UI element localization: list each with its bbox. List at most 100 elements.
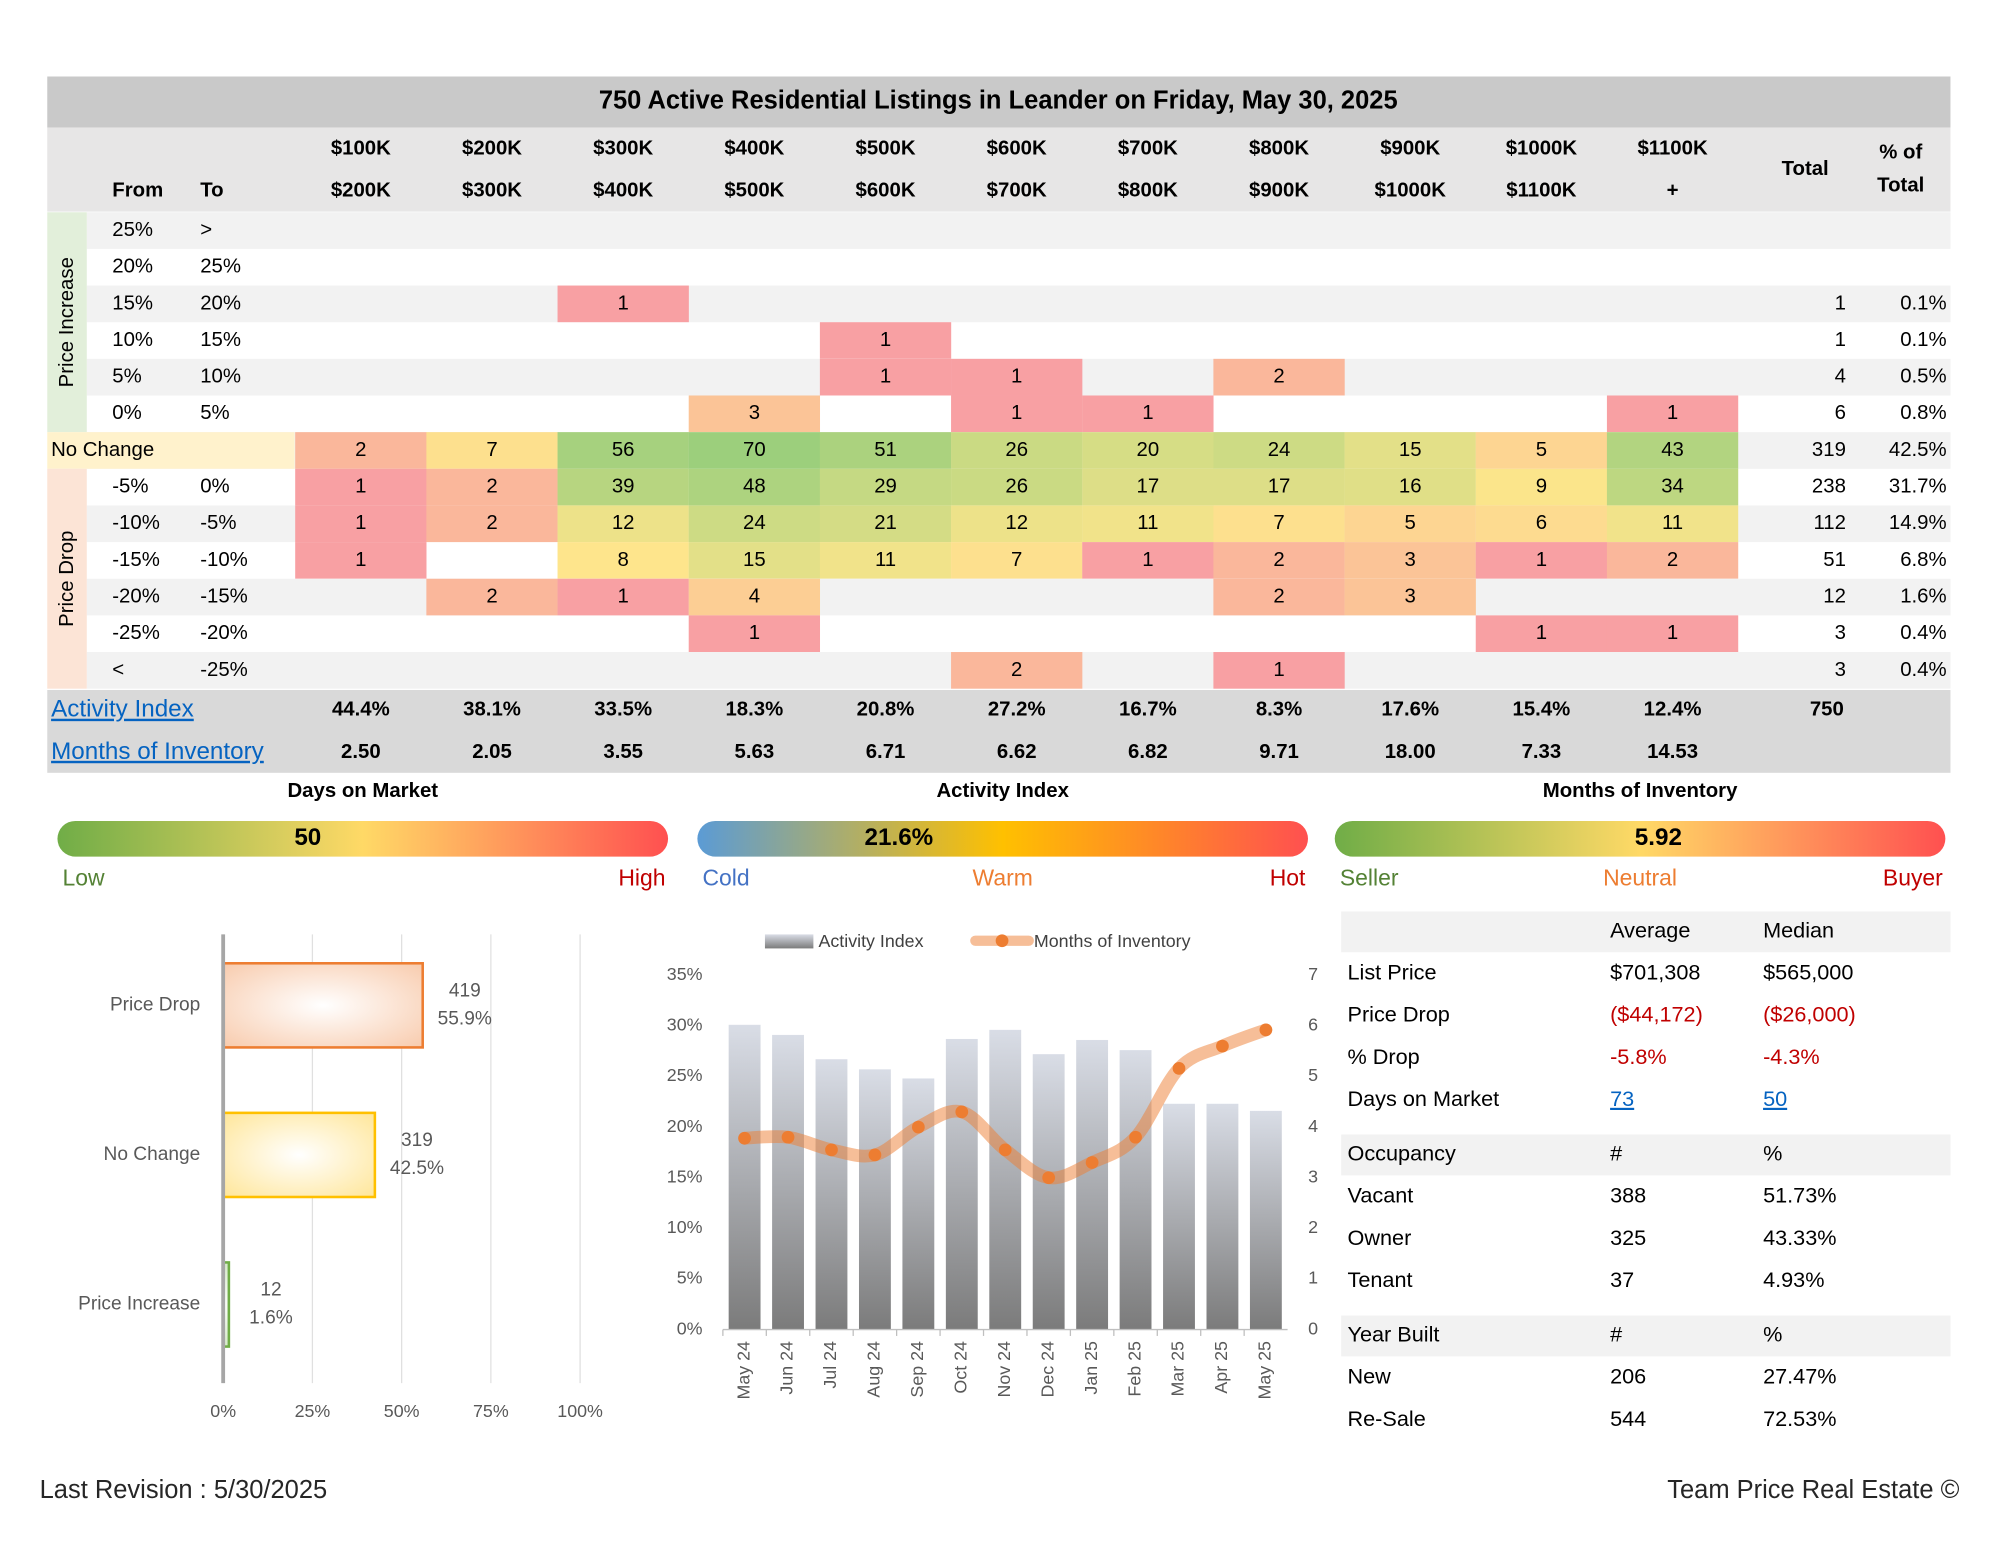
row-to: 15%: [200, 329, 241, 351]
header-to: To: [200, 180, 223, 202]
row-total: 4: [1835, 366, 1846, 388]
heat-cell-value: 24: [743, 512, 766, 534]
stats-value: 325: [1610, 1225, 1646, 1250]
row-to: 25%: [200, 256, 241, 278]
row-stripe: [86, 285, 1951, 323]
header-band-label: $600K: [856, 180, 916, 202]
row-pct: 0.4%: [1900, 659, 1946, 681]
bar-value-label: 1.6%: [249, 1308, 293, 1329]
stats-link[interactable]: 73: [1610, 1086, 1634, 1111]
header-band-label: $500K: [856, 138, 916, 160]
summary-band: [47, 689, 1951, 773]
row-from: -20%: [112, 585, 160, 607]
heat-cell-value: 11: [1137, 512, 1158, 534]
heat-cell-value: 11: [1662, 512, 1683, 534]
bar: [772, 1034, 804, 1330]
summary-value: 14.53: [1647, 741, 1698, 763]
heat-cell-value: 56: [612, 439, 635, 461]
stats-row-label: Price Drop: [1348, 1002, 1450, 1027]
heat-cell-value: 39: [612, 476, 635, 498]
stats-column-header: Average: [1610, 918, 1690, 943]
row-from: 0%: [112, 402, 141, 424]
heat-cell: [1606, 468, 1739, 506]
heat-cell: [1082, 395, 1214, 433]
heat-cell-value: 2: [1667, 549, 1678, 571]
x-tick-label: 75%: [473, 1401, 509, 1421]
line-marker: [781, 1130, 795, 1144]
row-from: <: [112, 659, 124, 681]
heat-cell-value: 7: [1011, 549, 1022, 571]
stats-value: 37: [1610, 1267, 1634, 1292]
heat-cell: [426, 468, 558, 506]
heat-cell-value: 1: [1142, 402, 1153, 424]
y-tick-label: No Change: [104, 1144, 201, 1165]
row-to: -25%: [200, 659, 248, 681]
heat-cell-value: 12: [612, 512, 635, 534]
line-marker: [1042, 1171, 1056, 1185]
title-band: [47, 76, 1951, 128]
line-marker: [1172, 1061, 1186, 1075]
heat-cell-value: 2: [486, 512, 497, 534]
row-total: 51: [1823, 549, 1846, 571]
heat-cell: [951, 395, 1083, 433]
heat-cell-value: 29: [874, 476, 897, 498]
heat-cell-value: 8: [618, 549, 629, 571]
y-tick-label: 5%: [677, 1268, 703, 1288]
bar: [1249, 1110, 1282, 1330]
heat-cell-value: 3: [749, 402, 760, 424]
row-total: 112: [1813, 512, 1845, 534]
heat-cell-value: 2: [486, 476, 497, 498]
line-marker: [1259, 1023, 1273, 1037]
heat-cell: [1213, 358, 1345, 396]
summary-value: 2.50: [341, 741, 381, 763]
gauge-value: 5.92: [1635, 824, 1682, 851]
heat-cell-value: 1: [1011, 366, 1022, 388]
gauge-title: Months of Inventory: [1543, 780, 1738, 802]
heat-cell: [557, 505, 689, 543]
heat-cell: [295, 505, 427, 543]
x-tick-label: Aug 24: [864, 1341, 884, 1398]
heat-cell: [1344, 505, 1476, 543]
heat-cell-value: 26: [1005, 476, 1028, 498]
heat-cell: [557, 542, 689, 579]
heat-cell: [295, 542, 427, 579]
stats-value: $701,308: [1610, 960, 1700, 985]
heat-cell-value: 7: [486, 439, 497, 461]
gauge-scale-label: High: [618, 865, 665, 891]
heat-cell: [1213, 432, 1345, 469]
bar: [1163, 1103, 1195, 1330]
footer-left: Last Revision : 5/30/2025: [40, 1476, 328, 1504]
row-pct: 0.4%: [1900, 622, 1946, 644]
summary-value: 8.3%: [1256, 699, 1302, 721]
bar: [1076, 1039, 1109, 1330]
gauge-bar: [1334, 820, 1946, 857]
group-label: Price Increase: [56, 257, 78, 387]
line-marker: [1216, 1039, 1229, 1053]
line-marker: [955, 1105, 969, 1119]
stats-header-bg: [1341, 1134, 1951, 1176]
heat-cell-value: 2: [1011, 659, 1022, 681]
stats-value: 72.53%: [1763, 1406, 1836, 1431]
heat-cell: [819, 322, 952, 359]
row-to: -15%: [200, 585, 248, 607]
row-total: 3: [1835, 659, 1846, 681]
summary-label: Activity Index: [51, 696, 194, 723]
line-marker: [998, 1143, 1012, 1157]
row-label: No Change: [51, 439, 154, 461]
heat-cell: [951, 432, 1083, 469]
heat-cell: [1475, 468, 1608, 506]
stats-header-label: Year Built: [1348, 1322, 1440, 1347]
header-band-label: $500K: [724, 180, 784, 202]
x-tick-label: 50%: [384, 1401, 420, 1421]
row-pct: 6.8%: [1900, 549, 1946, 571]
x-tick-label: Jan 25: [1081, 1341, 1101, 1395]
heat-cell-value: 1: [1142, 549, 1153, 571]
summary-total: 750: [1810, 699, 1844, 721]
heat-cell: [688, 432, 821, 469]
heat-cell-value: 6: [1536, 512, 1547, 534]
gauge-scale-label: Warm: [973, 865, 1033, 891]
stats-link[interactable]: 50: [1763, 1086, 1787, 1111]
heat-cell-value: 1: [880, 329, 891, 351]
y-tick-label: 0%: [677, 1318, 703, 1338]
heat-cell: [1213, 542, 1345, 579]
